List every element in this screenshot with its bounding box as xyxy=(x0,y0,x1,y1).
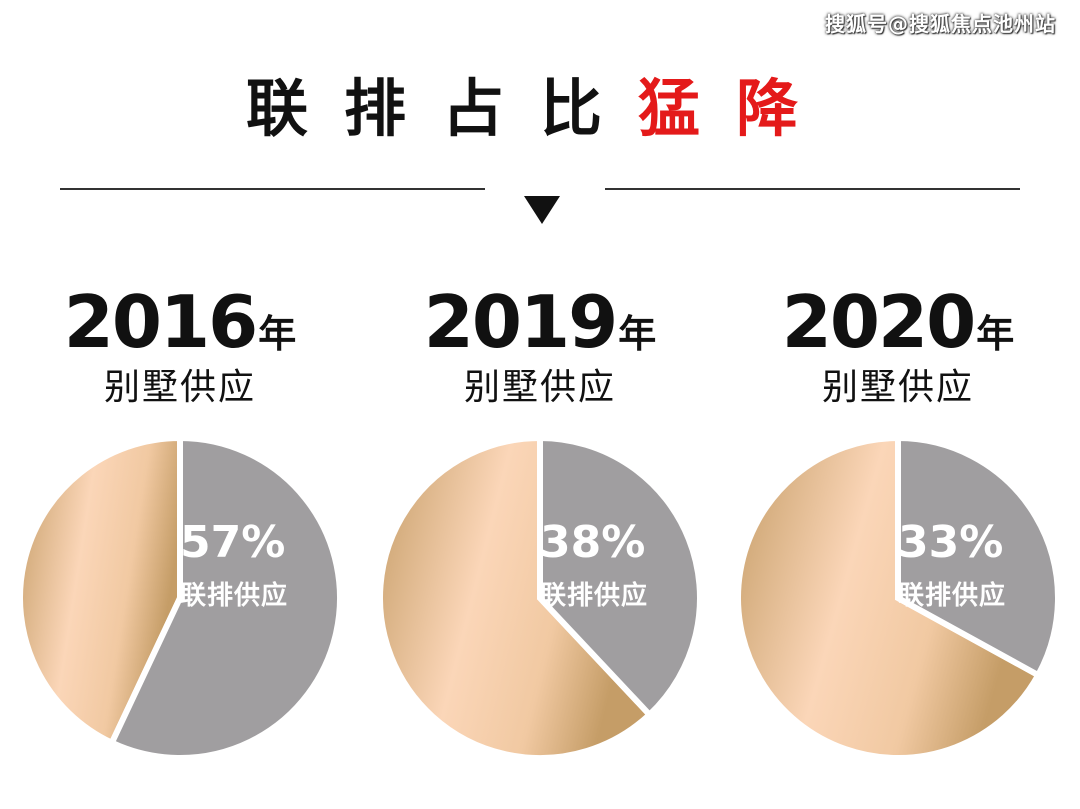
watermark: 搜狐号@搜狐焦点池州站 xyxy=(825,12,1056,36)
pie-slice-other xyxy=(17,434,183,747)
panel-1: 2019年 别墅供应 38% 联排供应 xyxy=(360,280,720,809)
year-heading: 2019年 xyxy=(360,280,720,364)
pie-slice-other xyxy=(377,434,654,761)
panel-0: 2016年 别墅供应 57% 联排供应 xyxy=(0,280,360,809)
pie-slice-share xyxy=(895,434,1061,680)
panel-subtitle: 别墅供应 xyxy=(103,367,256,408)
pie-svg xyxy=(377,434,703,761)
pie-caption: 联排供应 xyxy=(540,581,649,611)
pie-caption: 联排供应 xyxy=(898,581,1007,611)
pie-chart: 38% 联排供应 xyxy=(360,434,720,765)
pie-svg xyxy=(17,434,343,761)
pie-svg xyxy=(735,434,1061,761)
divider-left xyxy=(60,188,485,190)
year-number: 2020 xyxy=(781,280,976,364)
panel-2: 2020年 别墅供应 33% 联排供应 xyxy=(718,280,1078,809)
pie-value-label: 57% xyxy=(180,517,286,568)
page-title: 联排占比猛降 xyxy=(0,58,1080,148)
pie-caption: 联排供应 xyxy=(180,581,289,611)
year-heading: 2016年 xyxy=(0,280,360,364)
year-heading: 2020年 xyxy=(718,280,1078,364)
pie-chart: 33% 联排供应 xyxy=(718,434,1078,765)
year-suffix: 年 xyxy=(618,312,657,356)
pie-value-label: 38% xyxy=(540,517,646,568)
year-number: 2019 xyxy=(423,280,618,364)
panel-subtitle: 别墅供应 xyxy=(821,367,974,408)
panel-subtitle: 别墅供应 xyxy=(463,367,616,408)
pie-slice-other xyxy=(735,434,1043,761)
year-number: 2016 xyxy=(63,280,258,364)
year-suffix: 年 xyxy=(258,312,297,356)
pie-slice-share xyxy=(537,434,703,719)
title-highlight: 猛降 xyxy=(638,72,835,145)
down-triangle-icon xyxy=(524,196,560,224)
pie-value-label: 33% xyxy=(898,517,1004,568)
pie-slice-share xyxy=(107,434,343,761)
year-suffix: 年 xyxy=(976,312,1015,356)
pie-chart: 57% 联排供应 xyxy=(0,434,360,765)
title-normal: 联排占比 xyxy=(245,72,638,145)
divider-right xyxy=(605,188,1020,190)
